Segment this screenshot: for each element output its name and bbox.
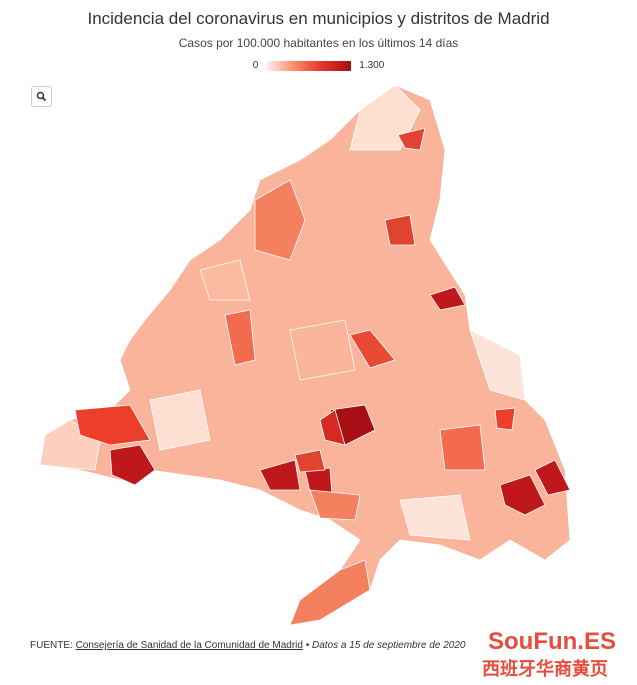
district <box>469 329 526 401</box>
district <box>74 404 151 446</box>
district <box>289 559 371 626</box>
source-link[interactable]: Consejería de Sanidad de la Comunidad de… <box>75 640 303 651</box>
district <box>109 444 156 486</box>
district <box>397 127 426 151</box>
watermark-tagline: 西班牙华商黄页 <box>482 659 608 679</box>
district <box>429 286 466 311</box>
district <box>309 489 361 521</box>
title: Incidencia del coronavirus en municipios… <box>87 9 550 28</box>
legend-bar <box>266 60 352 71</box>
legend-max: 1.300 <box>359 60 385 71</box>
source: FUENTE: Consejería de Sanidad de la Comu… <box>30 640 465 651</box>
district <box>224 309 256 366</box>
district <box>499 474 546 516</box>
district <box>319 409 346 446</box>
district <box>259 459 301 491</box>
district <box>149 389 211 451</box>
district <box>294 449 326 473</box>
district <box>289 319 356 381</box>
district <box>534 459 571 496</box>
subtitle: Casos por 100.000 habitantes en los últi… <box>178 36 459 50</box>
district <box>494 407 516 431</box>
district <box>384 214 416 246</box>
district <box>199 259 251 301</box>
district <box>399 494 471 541</box>
watermark-brand: SouFun.ES <box>488 628 616 655</box>
district <box>349 329 396 369</box>
search-button[interactable] <box>31 86 52 107</box>
district <box>254 179 306 261</box>
district <box>439 424 486 471</box>
source-label: FUENTE: <box>30 640 73 651</box>
legend-min: 0 <box>252 60 259 71</box>
source-date: • Datos a 15 de septiembre de 2020 <box>305 640 466 651</box>
search-icon <box>36 91 47 102</box>
legend: 0 1.300 <box>0 60 637 71</box>
